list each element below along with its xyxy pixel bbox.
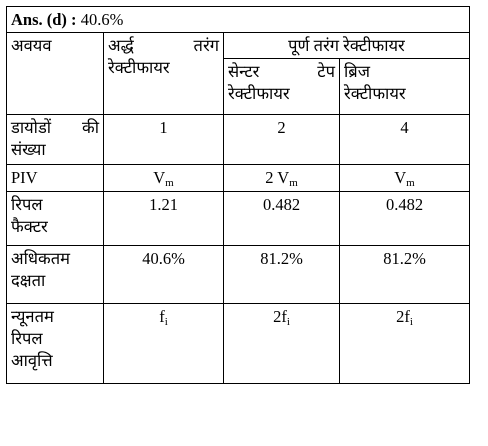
header-full-wave: पूर्ण तरंग रेक्टीफायर (223, 32, 470, 59)
row-diodes-label-line2: संख्या (11, 140, 46, 159)
row-min-ripple-frequency-label-line1: न्यूनतम (11, 307, 54, 326)
row-ripple-factor-half: 1.21 (103, 191, 224, 246)
header-full-wave-label: पूर्ण तरंग रेक्टीफायर (288, 36, 405, 55)
row-min-ripple-frequency-bridge-value: 2f (396, 307, 410, 326)
header-bridge: ब्रिज रेक्टीफायर (339, 58, 470, 115)
answer-value: 40.6% (80, 10, 124, 29)
header-half-wave-line1: अर्द्ध तरंग (108, 36, 219, 55)
header-half-wave-line2: रेक्टीफायर (108, 58, 170, 77)
answer-label: Ans. (d) : (11, 10, 77, 29)
row-piv-center-sub: m (289, 177, 298, 189)
row-min-ripple-frequency-half-value: f (159, 307, 165, 326)
header-center-tap-line2: रेक्टीफायर (228, 84, 290, 103)
header-component-label: अवयव (11, 36, 52, 55)
row-min-ripple-frequency-label-line3: आवृत्ति (11, 351, 53, 370)
header-bridge-line1: ब्रिज (344, 62, 370, 81)
row-diodes: डायोडों की संख्या 1 2 4 (6, 114, 470, 165)
row-piv-bridge-sub: m (406, 177, 415, 189)
row-piv: PIV Vm 2 Vm Vm (6, 164, 470, 192)
row-ripple-factor-label-line1: रिपल (11, 195, 43, 214)
row-piv-bridge: Vm (339, 164, 470, 192)
row-max-efficiency-label-line2: दक्षता (11, 271, 46, 290)
row-min-ripple-frequency: न्यूनतम रिपल आवृत्ति fi 2fi 2fi (6, 303, 470, 384)
row-piv-center-value: 2 V (265, 168, 290, 187)
answer-cell: Ans. (d) : 40.6% (6, 6, 470, 33)
row-piv-half: Vm (103, 164, 224, 192)
header-component: अवयव (6, 32, 104, 115)
row-min-ripple-frequency-label: न्यूनतम रिपल आवृत्ति (6, 303, 104, 384)
row-diodes-bridge: 4 (339, 114, 470, 165)
row-max-efficiency-center: 81.2% (223, 245, 340, 304)
row-min-ripple-frequency-label-line2: रिपल (11, 329, 43, 348)
row-min-ripple-frequency-center-sub: i (286, 316, 290, 328)
row-max-efficiency: अधिकतम दक्षता 40.6% 81.2% 81.2% (6, 245, 470, 304)
header-row-top: अवयव अर्द्ध तरंग रेक्टीफायर पूर्ण तरंग र… (6, 32, 470, 115)
header-half-wave: अर्द्ध तरंग रेक्टीफायर (103, 32, 224, 115)
row-ripple-factor: रिपल फैक्टर 1.21 0.482 0.482 (6, 191, 470, 246)
row-piv-half-sub: m (165, 177, 174, 189)
row-max-efficiency-bridge: 81.2% (339, 245, 470, 304)
row-min-ripple-frequency-half-sub: i (164, 316, 168, 328)
row-diodes-label: डायोडों की संख्या (6, 114, 104, 165)
row-min-ripple-frequency-half: fi (103, 303, 224, 384)
row-piv-half-value: V (153, 168, 166, 187)
row-ripple-factor-label: रिपल फैक्टर (6, 191, 104, 246)
row-ripple-factor-label-line2: फैक्टर (11, 217, 48, 236)
row-min-ripple-frequency-center-value: 2f (273, 307, 287, 326)
row-max-efficiency-half: 40.6% (103, 245, 224, 304)
row-min-ripple-frequency-center: 2fi (223, 303, 340, 384)
rectifier-comparison-table: Ans. (d) : 40.6% अवयव अर्द्ध तरंग रेक्टी… (6, 6, 470, 384)
row-ripple-factor-center: 0.482 (223, 191, 340, 246)
row-diodes-label-line1: डायोडों की (11, 118, 99, 137)
header-row-sub: सेन्टर टेप रेक्टीफायर ब्रिज रेक्टीफायर (7, 58, 470, 115)
row-max-efficiency-label-line1: अधिकतम (11, 249, 70, 268)
row-piv-center: 2 Vm (223, 164, 340, 192)
header-center-tap-line1: सेन्टर टेप (228, 62, 335, 81)
row-piv-bridge-value: V (394, 168, 407, 187)
answer-row: Ans. (d) : 40.6% (6, 6, 470, 33)
row-diodes-half: 1 (103, 114, 224, 165)
row-piv-label: PIV (6, 164, 104, 192)
header-center-tap: सेन्टर टेप रेक्टीफायर (223, 58, 340, 115)
row-min-ripple-frequency-bridge: 2fi (339, 303, 470, 384)
header-bridge-line2: रेक्टीफायर (344, 84, 406, 103)
row-ripple-factor-bridge: 0.482 (339, 191, 470, 246)
row-max-efficiency-label: अधिकतम दक्षता (6, 245, 104, 304)
row-diodes-center: 2 (223, 114, 340, 165)
row-min-ripple-frequency-bridge-sub: i (409, 316, 413, 328)
